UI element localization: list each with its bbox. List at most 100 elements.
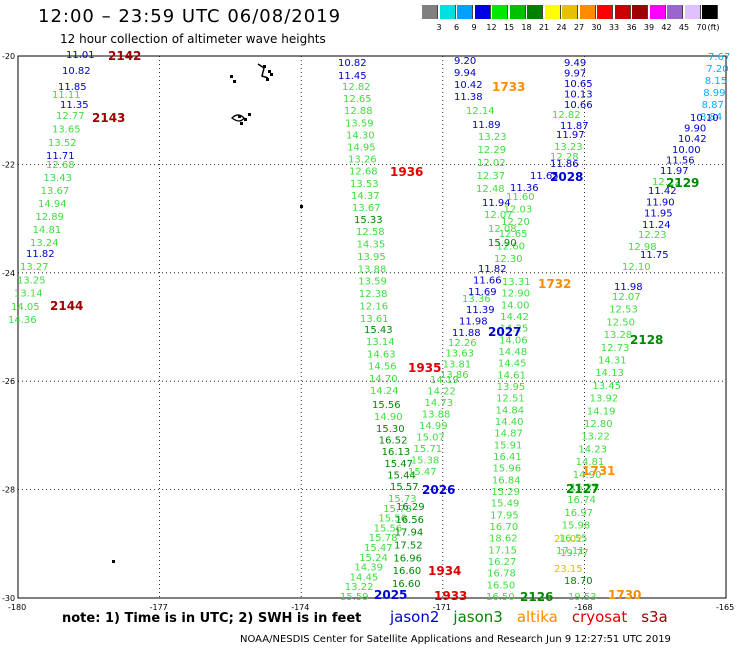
wave-height-value: 13.63 <box>445 349 474 360</box>
wave-height-value: 12.65 <box>343 94 372 105</box>
wave-height-value: 12.65 <box>499 229 528 240</box>
wave-height-value: 12.60 <box>496 242 525 253</box>
wave-height-value: 11.95 <box>644 209 673 220</box>
wave-height-value: 15.91 <box>494 440 523 451</box>
wave-height-value: 12.89 <box>35 212 64 223</box>
wave-height-value: 15.59 <box>340 592 369 603</box>
island-shape <box>270 73 273 76</box>
wave-height-value: 9.20 <box>454 56 476 67</box>
pass-number-label: 2027 <box>488 325 521 339</box>
pass-number-label: 2129 <box>666 176 699 190</box>
pass-number-label: 2128 <box>630 333 663 347</box>
wave-height-value: 15.49 <box>491 499 520 510</box>
wave-height-value: 13.67 <box>41 186 70 197</box>
pass-number-label: 1934 <box>428 564 461 578</box>
colorbar-swatch <box>422 5 438 19</box>
wave-height-value: 11.86 <box>550 159 579 170</box>
wave-height-value: 8.99 <box>703 88 725 99</box>
wave-height-value: 12.38 <box>359 289 388 300</box>
wave-height-value: 14.81 <box>576 457 605 468</box>
latitude-label: -30 <box>2 594 15 603</box>
colorbar-swatch <box>474 5 491 19</box>
wave-height-value: 11.94 <box>482 198 511 209</box>
wave-height-value: 14.63 <box>367 349 396 360</box>
longitude-label: -180 <box>8 603 26 612</box>
wave-height-value: 13.81 <box>443 359 472 370</box>
wave-height-value: 14.56 <box>368 362 397 373</box>
wave-height-value: 12.68 <box>349 167 378 178</box>
map-title: 12:00 – 23:59 UTC 06/08/2019 <box>38 6 342 27</box>
wave-height-value: 15.33 <box>354 215 383 226</box>
wave-height-value: 14.37 <box>351 191 380 202</box>
colorbar-tick-label: 12 <box>486 23 497 32</box>
wave-height-value: 11.89 <box>472 120 501 131</box>
wave-height-value: 12.16 <box>359 302 388 313</box>
wave-height-value: 8.84 <box>700 112 722 123</box>
longitude-label: -177 <box>150 603 168 612</box>
colorbar-tick-label: 45 <box>678 23 690 32</box>
wave-height-value: 16.97 <box>564 508 593 519</box>
island-shape <box>230 75 233 78</box>
latitude-label: -24 <box>2 269 15 278</box>
wave-height-value: 12.07 <box>484 210 513 221</box>
island-shape <box>257 63 269 79</box>
colorbar-tick-label: 36 <box>626 23 637 32</box>
wave-height-value: 18.70 <box>564 576 593 587</box>
wave-height-value: 11.69 <box>468 287 497 298</box>
wave-height-value: 11.01 <box>66 50 95 61</box>
wave-height-value: 15.07 <box>416 433 445 444</box>
wave-height-value: 11.45 <box>338 71 367 82</box>
colorbar-swatch <box>579 5 596 19</box>
wave-height-value: 16.84 <box>492 475 521 486</box>
wave-height-value: 12.82 <box>552 110 581 121</box>
wave-height-value: 16.50 <box>487 580 516 591</box>
wave-height-value: 13.59 <box>345 118 374 129</box>
wave-height-value: 11.90 <box>646 197 675 208</box>
wave-height-value: 15.47 <box>408 467 437 478</box>
wave-height-value: 14.19 <box>587 406 616 417</box>
wave-height-value: 12.30 <box>494 254 523 265</box>
wave-height-value: 13.65 <box>52 125 81 136</box>
wave-height-value: 13.43 <box>43 173 72 184</box>
wave-height-value: 13.53 <box>350 179 379 190</box>
wave-height-value: 9.49 <box>564 58 586 69</box>
wave-height-value: 12.29 <box>478 145 507 156</box>
wave-height-value: 16.70 <box>490 522 519 533</box>
satellite-legend: jason2 jason3 altika cryosat s3a <box>390 608 682 626</box>
island-shape <box>233 80 236 83</box>
map-subtitle: 12 hour collection of altimeter wave hei… <box>60 32 326 46</box>
colorbar-tick-label: 18 <box>521 23 532 32</box>
wave-height-value: 15.78 <box>383 504 412 515</box>
wave-height-value: 11.35 <box>60 100 89 111</box>
wave-height-value: 11.75 <box>640 250 669 261</box>
wave-height-value: 13.31 <box>502 277 531 288</box>
colorbar-tick-label: 42 <box>661 23 672 32</box>
wave-height-value: 14.40 <box>495 417 524 428</box>
wave-height-value: 7.20 <box>706 64 728 75</box>
legend-entry-cryosat: cryosat <box>571 608 628 626</box>
colorbar-swatch <box>562 5 578 19</box>
wave-height-value: 14.87 <box>494 429 523 440</box>
wave-height-value: 11.97 <box>556 130 585 141</box>
colorbar-swatch <box>597 5 613 19</box>
credit-line: NOAA/NESDIS Center for Satellite Applica… <box>240 634 671 645</box>
wave-height-value: 11.39 <box>466 305 495 316</box>
wave-height-value: 16.56 <box>395 515 424 526</box>
colorbar-tick-label: 9 <box>471 23 477 32</box>
pass-number-label: 1733 <box>492 80 525 94</box>
wave-height-value: 11.87 <box>560 121 589 132</box>
wave-height-value: 14.24 <box>370 386 399 397</box>
colorbar-tick-label: 21 <box>538 23 550 32</box>
colorbar-tick-label: 24 <box>556 23 567 32</box>
pass-number-label: 2144 <box>50 299 83 313</box>
wave-height-value: 14.99 <box>419 421 448 432</box>
wave-height-value: 14.42 <box>500 312 529 323</box>
wave-height-value: 15.71 <box>414 444 443 455</box>
colorbar-tick-label: 3 <box>436 23 442 32</box>
wave-height-value: 12.28 <box>550 152 579 163</box>
wave-height-value: 11.38 <box>454 92 483 103</box>
wave-height-value: 14.45 <box>498 359 527 370</box>
wave-height-value: 16.55 <box>559 533 588 544</box>
wave-height-value: 14.84 <box>495 405 524 416</box>
